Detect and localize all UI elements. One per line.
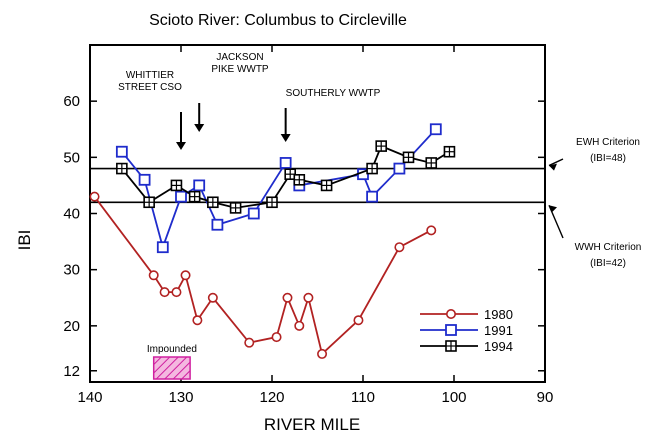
data-point	[180, 270, 191, 281]
data-point	[138, 173, 151, 186]
site-label: WHITTIER	[126, 70, 174, 81]
chart-title: Scioto River: Columbus to Circleville	[149, 12, 407, 29]
data-point	[115, 145, 128, 158]
criterion-arrow	[548, 204, 564, 239]
data-point	[207, 292, 218, 303]
criterion-label: (IBI=48)	[590, 153, 626, 164]
criterion-label: WWH Criterion	[575, 242, 642, 253]
data-point	[193, 179, 206, 192]
data-point	[282, 292, 293, 303]
data-point	[156, 241, 169, 254]
y-tick-label: 20	[63, 318, 80, 335]
site-arrowhead	[280, 134, 291, 142]
series-1980	[89, 191, 437, 359]
y-tick-label: 30	[63, 262, 80, 279]
site-label: SOUTHERLY WWTP	[286, 88, 381, 99]
x-tick-label: 130	[168, 389, 193, 406]
series-line	[93, 196, 432, 356]
data-point	[303, 292, 314, 303]
data-series	[89, 123, 456, 359]
site-label: JACKSON	[216, 52, 263, 63]
data-point	[317, 348, 328, 359]
y-tick-label: 12	[63, 363, 80, 380]
x-tick-label: 140	[77, 389, 102, 406]
series-line	[121, 128, 437, 251]
y-tick-label: 60	[63, 93, 80, 110]
data-point	[175, 190, 187, 203]
legend-label: 1994	[484, 339, 513, 354]
data-point	[366, 190, 379, 203]
criterion-arrow	[548, 158, 564, 167]
legend-label: 1980	[484, 307, 513, 322]
data-point	[279, 157, 292, 169]
site-label: PIKE WWTP	[211, 64, 269, 75]
y-axis-label: IBI	[15, 230, 34, 251]
series-1991	[115, 123, 442, 254]
x-tick-label: 100	[441, 389, 466, 406]
criterion-arrowhead	[549, 205, 557, 213]
x-axis-label: RIVER MILE	[264, 415, 360, 434]
site-arrowhead	[176, 142, 186, 150]
data-point	[394, 242, 405, 253]
y-tick-label: 50	[63, 149, 80, 166]
data-point	[353, 315, 364, 326]
x-tick-label: 110	[351, 389, 375, 406]
data-point	[159, 287, 170, 298]
site-label: STREET CSO	[118, 82, 182, 93]
data-point	[171, 287, 182, 298]
axes-ticks: 140 130 120 110 100 90 12 20 30 40 50 60	[63, 45, 553, 406]
series-1994	[116, 140, 456, 214]
data-point	[148, 270, 159, 281]
y-tick-label: 40	[63, 206, 80, 223]
data-point	[429, 123, 442, 136]
legend-label: 1991	[484, 323, 513, 338]
data-point	[426, 225, 437, 236]
data-point	[271, 332, 282, 343]
data-point	[393, 162, 406, 175]
data-point	[192, 315, 203, 326]
data-point	[244, 337, 255, 348]
impounded-box	[152, 356, 191, 380]
x-tick-label: 90	[537, 389, 554, 406]
criterion-label: (IBI=42)	[590, 258, 626, 269]
criteria-lines: EWH Criterion (IBI=48) WWH Criterion (IBI=4…	[90, 137, 641, 269]
site-arrowhead	[194, 124, 205, 132]
data-point	[445, 308, 456, 319]
data-point	[294, 320, 305, 331]
criterion-arrowhead	[549, 163, 557, 171]
data-point	[211, 218, 224, 231]
data-point	[89, 191, 100, 202]
impounded-region: Impounded	[147, 344, 197, 380]
x-tick-label: 120	[259, 389, 284, 406]
data-point	[445, 324, 457, 336]
criterion-label: EWH Criterion	[576, 137, 640, 148]
data-point	[247, 207, 260, 220]
impounded-label: Impounded	[147, 344, 197, 355]
